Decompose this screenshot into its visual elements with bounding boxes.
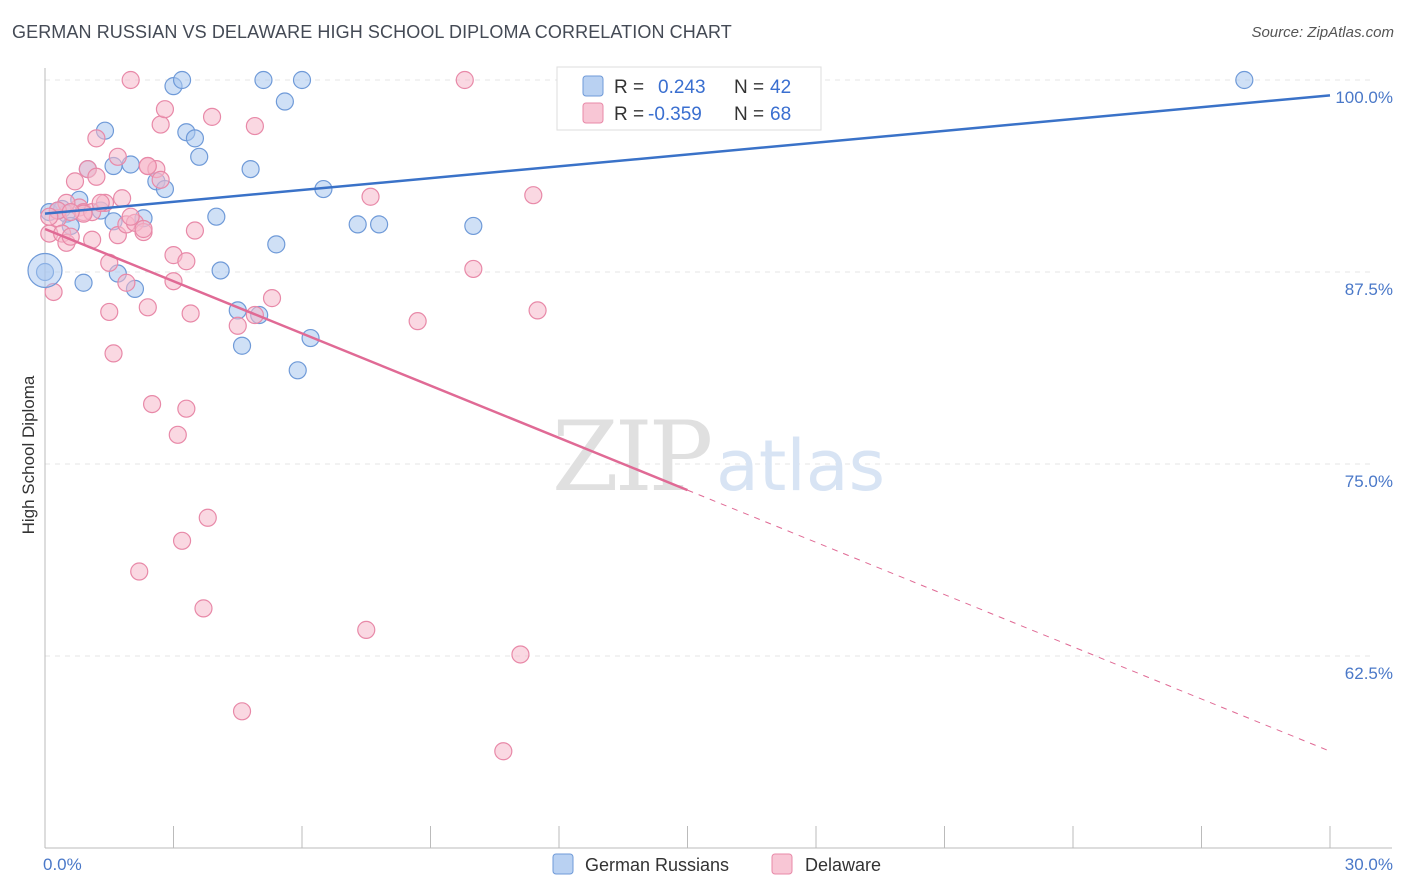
bottom-legend-label: Delaware [805,855,881,875]
chart-source: Source: ZipAtlas.com [1251,24,1394,41]
german-russians-point [207,207,226,226]
delaware-point [408,312,427,331]
legend-r-value: -0.359 [648,104,702,125]
y-axis-label: High School Diploma [19,375,38,534]
german-russians-trend-line [44,94,1331,215]
delaware-point [198,508,217,527]
german-russians-point [74,273,93,292]
delaware-trend-extension [687,489,1331,752]
delaware-point [138,298,157,317]
axes [44,68,1392,849]
german-russians-point [288,361,307,380]
delaware-point [155,100,175,119]
legend-r-label: R = [614,104,644,125]
delaware-point [494,742,513,761]
german-russians-point [464,216,483,236]
y-tick-label: 87.5% [1345,280,1393,299]
watermark-zip: ZIP [552,401,711,513]
delaware-point [151,170,170,189]
german-russians-point [267,235,286,254]
german-russians-point [254,70,273,90]
legend-n-value: 42 [770,77,791,98]
german-russians-point [211,261,230,280]
delaware-point [87,167,106,186]
german-russians-point [185,129,205,148]
y-tick-label: 100.0% [1335,88,1393,107]
delaware-point [202,107,222,126]
delaware-point [104,344,123,363]
german-russians-point [1235,70,1254,90]
delaware-point [100,302,119,322]
delaware-point [245,116,264,136]
german-russians-point [172,70,192,90]
delaware-point [134,219,153,239]
delaware-point [40,207,59,226]
bottom-legend-swatch-delaware [771,853,793,875]
watermark: ZIP atlas [552,401,885,513]
delaware-point [464,259,483,279]
delaware-point [232,702,252,721]
german-russians-point [292,70,312,90]
x-tick-label: 0.0% [43,855,82,874]
delaware-point [361,187,380,206]
delaware-point [194,599,213,618]
delaware-point [65,172,85,191]
german-russians-point [27,252,63,289]
delaware-point [528,301,547,320]
delaware-point [151,115,170,134]
delaware-point [138,156,157,176]
delaware-point [112,189,132,208]
legend-r-value: 0.243 [658,77,706,98]
delaware-point [142,394,162,414]
german-russians-point [190,147,209,166]
delaware-point [121,207,140,226]
watermark-atlas: atlas [716,425,885,507]
delaware-point [121,70,140,90]
bottom-legend-swatch-german-russians [552,853,574,875]
y-tick-labels: 100.0% 87.5% 75.0% 62.5% [1335,88,1393,683]
trend-lines [44,94,1331,752]
delaware-point [87,129,106,148]
delaware-point [108,147,127,166]
delaware-point [130,562,149,581]
legend-swatch-german-russians [582,75,604,97]
delaware-point [228,316,247,335]
delaware-point [117,273,136,292]
delaware-trend-line [44,227,688,492]
german-russians-point [348,215,367,234]
bottom-legend: German Russians Delaware [552,853,881,875]
delaware-point [172,531,192,550]
delaware-point [185,221,205,240]
german-russians-point [275,92,294,111]
y-tick-label: 62.5% [1345,664,1393,683]
chart-title: GERMAN RUSSIAN VS DELAWARE HIGH SCHOOL D… [12,22,732,42]
legend-n-label: N = [734,77,764,98]
delaware-point [524,186,543,205]
bottom-legend-label: German Russians [585,855,729,875]
delaware-point [511,645,530,664]
german-russians-point [232,336,252,355]
y-tick-label: 75.0% [1345,472,1393,491]
legend-r-label: R = [614,77,644,98]
delaware-point [168,425,187,444]
legend-n-label: N = [734,104,764,125]
legend-swatch-delaware [582,102,604,124]
german-russians-point [370,215,389,234]
x-tick-labels: 0.0% 30.0% [43,855,1393,874]
legend: R = 0.243 N = 42 R = -0.359 N = 68 [556,66,822,131]
legend-n-value: 68 [770,104,791,125]
delaware-point [181,304,200,323]
delaware-point [262,289,282,308]
german-russians-point [241,159,260,179]
data-points [27,70,1254,761]
delaware-point [177,399,196,418]
delaware-point [455,70,474,90]
delaware-point [357,620,376,639]
delaware-point [177,252,196,271]
x-tick-label: 30.0% [1345,855,1393,874]
